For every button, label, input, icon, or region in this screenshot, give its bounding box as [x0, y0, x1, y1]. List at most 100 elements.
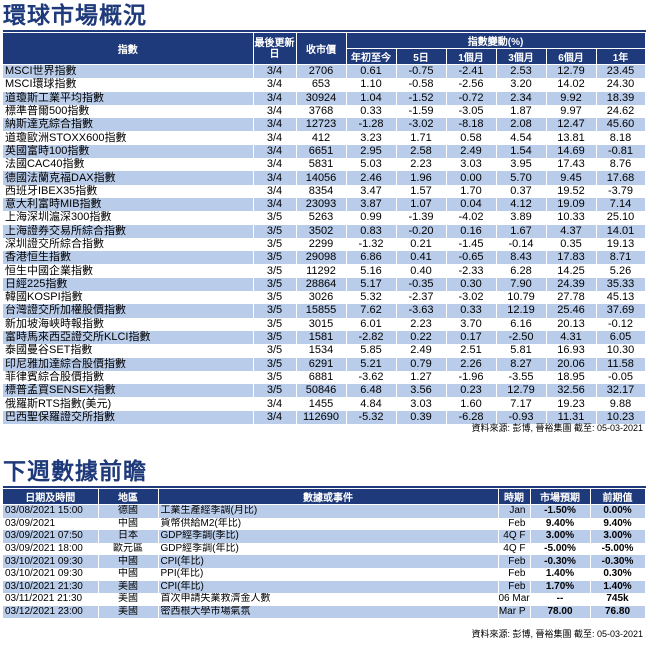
event-previous-cell: 0.30% [590, 567, 646, 581]
six-month-change-cell: 11.31 [546, 410, 597, 425]
one-year-change-cell: 25.10 [596, 211, 646, 225]
last-update-cell: 3/4 [253, 144, 297, 159]
five-day-change-cell: -0.58 [396, 78, 447, 92]
one-month-change-cell: -6.28 [446, 410, 497, 425]
five-day-change-cell: 0.40 [396, 264, 447, 278]
three-month-change-cell: 1.54 [496, 144, 547, 159]
close-price-cell: 50846 [296, 384, 347, 398]
one-year-change-cell: 14.01 [596, 224, 646, 238]
header-6m: 6個月 [546, 48, 597, 65]
five-day-change-cell: 0.21 [396, 237, 447, 252]
market-table-row: 香港恒生指數 3/5 29098 6.86 0.41 -0.65 8.43 17.83 8.71 [3, 251, 646, 265]
five-day-change-cell: -0.20 [396, 224, 447, 238]
last-update-cell: 3/5 [253, 264, 297, 278]
close-price-cell: 6881 [296, 370, 347, 385]
header-close: 收市價 [296, 33, 347, 65]
header-previous: 前期值 [590, 489, 646, 505]
events-source-note: 資料來源: 彭博, 晉裕集團 截至: 05-03-2021 [471, 629, 643, 639]
three-month-change-cell: 8.27 [496, 357, 547, 371]
market-table-row: 巴西聖保羅證交所指數 3/4 112690 -5.32 0.39 -6.28 -0.93 11… [3, 410, 646, 425]
market-table-row: 西班牙IBEX35指數 3/4 8354 3.47 1.57 1.70 0.37 19.52-… [3, 184, 646, 198]
three-month-change-cell: 3.95 [496, 158, 547, 172]
close-price-cell: 11292 [296, 264, 347, 278]
one-year-change-cell: 23.45 [596, 64, 646, 79]
one-month-change-cell: 0.58 [446, 131, 497, 145]
five-day-change-cell: 1.96 [396, 171, 447, 185]
event-region-cell: 歐元區 [98, 542, 159, 556]
ytd-change-cell: 5.16 [346, 264, 397, 278]
six-month-change-cell: 25.46 [546, 304, 597, 318]
one-month-change-cell: 3.03 [446, 158, 497, 172]
ytd-change-cell: 5.21 [346, 357, 397, 371]
three-month-change-cell: -0.93 [496, 410, 547, 425]
six-month-change-cell: 16.93 [546, 344, 597, 358]
one-year-change-cell: 11.58 [596, 357, 646, 371]
event-region-cell: 美國 [98, 605, 159, 619]
market-table-row: 英國富時100指數 3/4 6651 2.95 2.58 2.49 1.54 14.69 -0.… [3, 144, 646, 159]
event-name-cell: CPI(年比) [158, 555, 499, 568]
close-price-cell: 1534 [296, 344, 347, 358]
one-month-change-cell: 2.51 [446, 344, 497, 358]
event-datetime-cell: 03/08/2021 15:00 [3, 504, 99, 518]
ytd-change-cell: 1.10 [346, 78, 397, 92]
one-month-change-cell: 0.04 [446, 197, 497, 212]
market-table-row: 新加坡海峽時報指數 3/5 3015 6.01 2.23 3.70 6.16 20.13 -0.… [3, 317, 646, 331]
event-datetime-cell: 03/10/2021 09:30 [3, 555, 99, 568]
index-name-cell: 道瓊歐洲STOXX600指數 [3, 131, 254, 145]
last-update-cell: 3/4 [253, 158, 297, 172]
ytd-change-cell: -2.82 [346, 330, 397, 345]
three-month-change-cell: 5.81 [496, 344, 547, 358]
five-day-change-cell: 2.23 [396, 317, 447, 331]
three-month-change-cell: 7.17 [496, 397, 547, 411]
close-price-cell: 28864 [296, 277, 347, 292]
market-table-row: 上海深圳滬深300指數 3/5 5263 0.99 -1.39 -4.02 3.89 10.3… [3, 211, 646, 225]
one-month-change-cell: 0.23 [446, 384, 497, 398]
one-month-change-cell: -0.72 [446, 91, 497, 105]
event-period-cell: Feb [498, 555, 531, 568]
three-month-change-cell: 10.79 [496, 291, 547, 305]
ytd-change-cell: 2.95 [346, 144, 397, 159]
event-previous-cell: -5.00% [590, 542, 646, 556]
index-name-cell: 富時馬來西亞證交所KLCI指數 [3, 330, 254, 345]
header-change-group: 指數變動(%) [346, 33, 646, 49]
six-month-change-cell: 9.92 [546, 91, 597, 105]
one-year-change-cell: -0.05 [596, 370, 646, 385]
five-day-change-cell: 2.58 [396, 144, 447, 159]
event-expected-cell: 9.40% [530, 517, 591, 531]
market-table-row: 泰國曼谷SET指數 3/5 1534 5.85 2.49 2.51 5.81 16.93 10.… [3, 344, 646, 358]
market-table-row: 納斯達克綜合指數 3/4 12723 -1.28 -3.02 -8.18 2.08 12.47… [3, 118, 646, 132]
ytd-change-cell: 5.03 [346, 158, 397, 172]
one-year-change-cell: 10.30 [596, 344, 646, 358]
event-region-cell: 日本 [98, 530, 159, 543]
events-table-row: 03/09/2021 18:00 歐元區 GDP經季調(年比) 4Q F -5.00% -… [3, 542, 646, 556]
one-year-change-cell: 19.13 [596, 237, 646, 252]
one-month-change-cell: 0.16 [446, 224, 497, 238]
event-expected-cell: 78.00 [530, 605, 591, 619]
one-year-change-cell: 9.88 [596, 397, 646, 411]
five-day-change-cell: 0.79 [396, 357, 447, 371]
event-datetime-cell: 03/09/2021 18:00 [3, 542, 99, 556]
close-price-cell: 112690 [296, 410, 347, 425]
one-month-change-cell: 2.49 [446, 144, 497, 159]
header-ytd: 年初至今 [346, 48, 397, 65]
index-name-cell: 意大利富時MIB指數 [3, 197, 254, 212]
close-price-cell: 1455 [296, 397, 347, 411]
one-year-change-cell: 8.76 [596, 158, 646, 172]
one-year-change-cell: 37.69 [596, 304, 646, 318]
last-update-cell: 3/4 [253, 184, 297, 198]
one-month-change-cell: 3.70 [446, 317, 497, 331]
event-datetime-cell: 03/11/2021 21:30 [3, 593, 99, 606]
one-month-change-cell: 2.26 [446, 357, 497, 371]
one-month-change-cell: 1.60 [446, 397, 497, 411]
event-datetime-cell: 03/10/2021 09:30 [3, 567, 99, 581]
event-expected-cell: 3.00% [530, 530, 591, 543]
market-table-row: 富時馬來西亞證交所KLCI指數 3/5 1581 -2.82 0.22 0.17 -2.50… [3, 330, 646, 345]
last-update-cell: 3/5 [253, 344, 297, 358]
six-month-change-cell: 14.25 [546, 264, 597, 278]
one-month-change-cell: -3.02 [446, 291, 497, 305]
event-name-cell: GDP經季調(年比) [158, 542, 499, 556]
ytd-change-cell: 3.23 [346, 131, 397, 145]
last-update-cell: 3/4 [253, 131, 297, 145]
index-name-cell: 俄羅斯RTS指數(美元) [3, 397, 254, 411]
title-underline [3, 486, 646, 488]
